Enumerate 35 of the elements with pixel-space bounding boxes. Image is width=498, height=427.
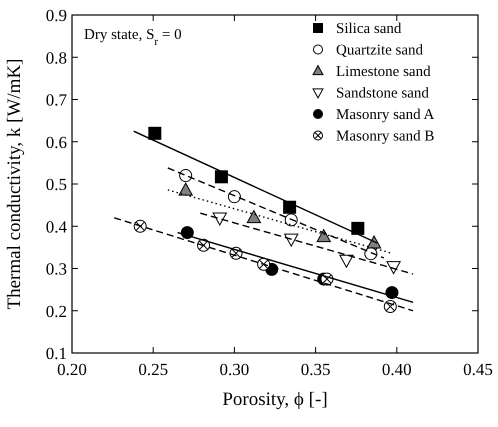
y-axis-title: Thermal conductivity, k [W/mK] xyxy=(4,58,25,310)
point xyxy=(246,210,261,224)
point xyxy=(214,170,228,184)
legend-label: Silica sand xyxy=(336,21,402,37)
legend-label: Sandstone sand xyxy=(336,86,430,102)
y-tick-label: 0.5 xyxy=(46,175,67,194)
x-axis-title: Porosity, ϕ [-] xyxy=(222,389,328,410)
y-tick-label: 0.4 xyxy=(46,217,68,236)
legend-label: Masonry sand B xyxy=(336,128,434,144)
x-tick-label: 0.40 xyxy=(382,360,412,379)
point xyxy=(316,229,331,242)
x-tick-label: 0.25 xyxy=(138,360,168,379)
x-tick-label: 0.45 xyxy=(463,360,493,379)
point xyxy=(339,254,354,268)
point xyxy=(283,200,296,214)
point xyxy=(386,261,401,274)
y-tick-label: 0.2 xyxy=(46,302,67,321)
legend-label: Masonry sand A xyxy=(336,107,434,123)
point xyxy=(148,126,162,140)
point xyxy=(178,182,193,196)
y-tick-label: 0.9 xyxy=(46,6,67,25)
y-tick-label: 0.3 xyxy=(46,260,67,278)
x-tick-label: 0.30 xyxy=(220,360,250,379)
y-tick-label: 0.1 xyxy=(46,344,67,363)
legend-label: Limestone sand xyxy=(336,64,432,80)
x-tick-label: 0.35 xyxy=(300,360,330,379)
y-tick-label: 0.6 xyxy=(46,132,67,152)
point xyxy=(351,222,364,235)
y-tick-label: 0.7 xyxy=(46,90,68,110)
legend-label: Quartzite sand xyxy=(336,42,424,58)
x-tick-label: 0.20 xyxy=(57,360,87,379)
annotation: Dry state, S$_{r}$ = 0 xyxy=(84,27,182,48)
point xyxy=(212,212,227,226)
y-tick-label: 0.8 xyxy=(46,48,67,68)
point xyxy=(284,234,298,247)
